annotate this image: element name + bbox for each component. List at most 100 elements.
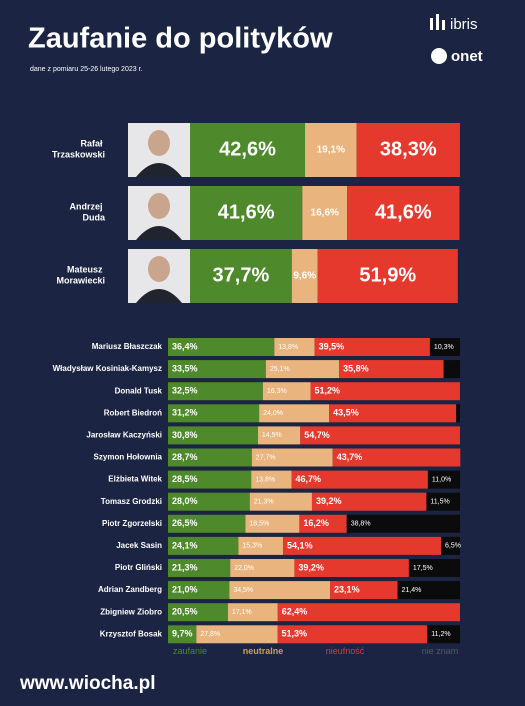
legend-label: nieufność [326,646,365,656]
bar-segment [168,603,228,622]
value-label: 31,2% [172,408,198,418]
category-label: Elżbieta Witek [108,475,162,484]
bar-segment [397,581,460,600]
value-label: 17,5% [413,565,433,572]
category-label: Władysław Kosiniak-Kamysz [53,364,162,373]
bar-segment [190,186,303,240]
bar-segment [245,514,300,533]
value-label: 15,3% [242,543,262,550]
bar-segment [229,581,331,600]
bar-segment [427,470,460,489]
bar-segment [168,536,239,555]
value-label: 28,7% [172,452,198,462]
value-label: 16,3% [267,388,287,395]
bar-segment [339,360,444,379]
portrait-suit [136,163,182,177]
value-label: 11,5% [430,499,449,506]
value-label: 23,1% [334,584,360,594]
bar-segment [277,603,460,622]
portrait-suit [136,289,182,303]
value-label: 37,7% [213,264,270,286]
subtitle: dane z pomiaru 25-26 lutego 2023 r. [30,66,143,73]
category-label: Krzysztof Bosak [100,629,163,638]
value-label: 21,3% [172,562,198,572]
watermark: www.wiocha.pl [19,673,155,694]
bar-segment [251,448,333,467]
value-label: 43,7% [337,452,363,462]
value-label: 21,4% [402,587,422,594]
value-label: 10,3% [434,344,454,351]
legend-label: neutralne [243,646,284,656]
value-label: 30,8% [172,430,198,440]
logo-icon [436,14,439,30]
logo-text: onet [451,48,483,65]
logo-icon [442,20,445,30]
value-label: 14,5% [262,432,282,439]
bar-segment [299,514,347,533]
bar-segment [347,186,460,240]
bar-segment [330,581,398,600]
value-label: 17,1% [232,609,252,616]
category-label: Szymon Hołownia [94,453,163,462]
logo-text: ibris [450,16,478,33]
bar-segment [427,625,460,644]
logo-icon [430,18,433,30]
value-label: 42,6% [219,138,276,160]
bar-segment [257,426,301,445]
bar-segment [291,249,318,303]
category-label: Zbigniew Ziobro [100,607,162,616]
legend-label: zaufanie [173,646,207,656]
value-label: 24,1% [172,540,198,550]
bar-segment [429,338,460,356]
value-label: 21,3% [254,499,274,506]
category-label: Tomasz Grodzki [101,497,162,506]
value-label: 24,0% [263,410,283,417]
portrait-head [148,256,170,282]
value-label: 38,3% [380,138,437,160]
bar-segment [168,338,275,356]
category-label: Mariusz Błaszczak [92,342,163,351]
value-label: 51,3% [282,629,308,639]
bar-segment [441,536,460,555]
bar-segment [259,404,330,423]
value-label: 34,5% [233,587,253,594]
value-label: 51,9% [359,264,416,286]
category-label: Andrzej Duda [69,202,106,223]
value-label: 39,2% [316,496,342,506]
bar-segment [249,492,312,511]
bar-segment [168,404,260,423]
bar-segment [346,514,460,533]
portrait-suit [136,226,182,240]
bar-segment [283,536,442,555]
bar-segment [190,249,292,303]
logo-icon [431,48,447,64]
bar-segment [426,492,460,511]
bar-segment [305,123,357,177]
logo-ibris: ibris [430,14,478,33]
value-label: 54,1% [287,540,313,550]
bar-segment [168,492,250,511]
bar-segment [168,514,246,533]
value-label: 13,8% [255,476,275,483]
bar-segment [190,123,306,177]
value-label: 11,2% [431,631,450,638]
value-label: 41,6% [375,201,432,223]
bar-segment [251,470,292,489]
bar-segment [227,603,278,622]
category-label: Adrian Zandberg [98,585,162,594]
bar-segment [168,625,197,644]
bar-segment [274,338,315,356]
value-label: 26,5% [172,518,198,528]
value-label: 27,8% [200,631,220,638]
category-label: Jacek Sasin [116,541,162,550]
bar-segment [262,382,311,401]
bar-segment [168,426,258,445]
title: Zaufanie do polityków [28,23,333,55]
bar-segment [456,404,460,423]
value-label: 28,5% [172,474,198,484]
value-label: 9,6% [293,271,316,282]
bar-segment [302,186,348,240]
value-label: 54,7% [304,430,330,440]
